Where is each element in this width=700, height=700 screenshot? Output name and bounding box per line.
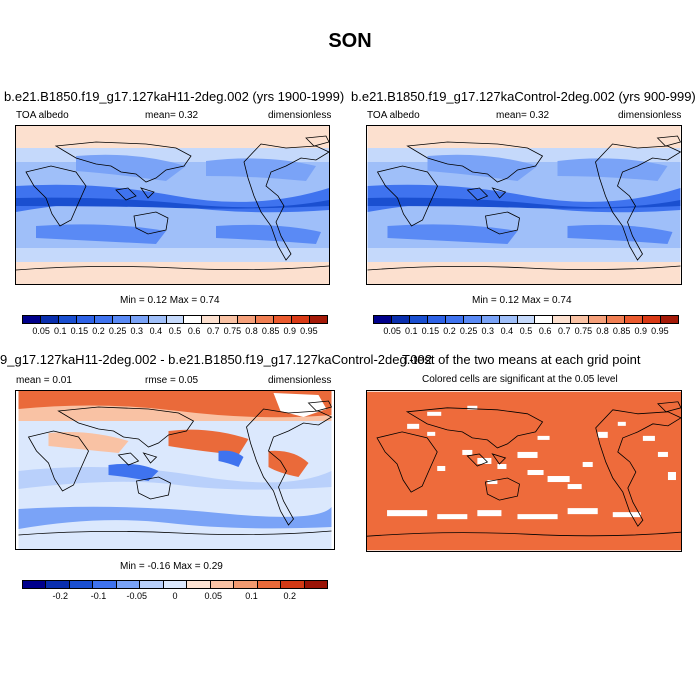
- colorbar-tick-label: 0.85: [261, 326, 280, 336]
- colorbar-tick-label: 0.1: [53, 326, 67, 336]
- colorbar-tick-label: 0.05: [383, 326, 401, 336]
- panel1-title: b.e21.B1850.f19_g17.127kaH11-2deg.002 (y…: [4, 89, 345, 104]
- panel1-left-label: TOA albedo: [16, 110, 69, 121]
- colorbar-tick-label: 0.05: [204, 591, 223, 601]
- colorbar-tick-label: 0.75: [574, 326, 593, 336]
- figure-title: SON: [328, 30, 372, 52]
- panel3-colorbar: [22, 580, 328, 589]
- colorbar-tick-label: 0.1: [245, 591, 258, 601]
- colorbar-tick-label: 0.25: [459, 326, 478, 336]
- panel3-colorbar-labels: -0.2 -0.1 -0.05 0 0.05 0.1 0.2: [22, 591, 328, 603]
- panel4-map-plot: [367, 391, 681, 551]
- colorbar-tick-label: 0.15: [70, 326, 89, 336]
- colorbar-tick-label: 0.15: [421, 326, 440, 336]
- panel1-units-label: dimensionless: [268, 110, 332, 121]
- panel3-map: [15, 390, 335, 550]
- colorbar-tick-label: 0.95: [651, 326, 669, 336]
- colorbar-tick-label: 0.2: [443, 326, 456, 336]
- panel3-title: 9_g17.127kaH11-2deg.002 - b.e21.B1850.f1…: [0, 352, 432, 367]
- colorbar-tick-label: 0.1: [404, 326, 418, 336]
- colorbar-tick-label: 0.25: [108, 326, 127, 336]
- panel1-mean-label: mean= 0.32: [145, 110, 199, 121]
- colorbar-tick-label: 0.8: [245, 326, 258, 336]
- panel2-colorbar-labels: 0.05 0.1 0.15 0.2 0.25 0.3 0.4 0.5 0.6 0.7 0.75 0.8…: [373, 326, 679, 338]
- panel3-mean-label: mean = 0.01: [16, 375, 72, 386]
- colorbar-tick-label: 0.3: [481, 326, 495, 336]
- colorbar-tick-label: 0.9: [283, 326, 297, 336]
- colorbar-tick-label: 0.2: [283, 591, 297, 601]
- panel1-colorbar: [22, 315, 328, 324]
- panel1-colorbar-labels: 0.05 0.1 0.15 0.2 0.25 0.3 0.4 0.5 0.6 0.7 0.75 0.8…: [22, 326, 328, 338]
- colorbar-tick-label: -0.05: [126, 591, 148, 601]
- colorbar-tick-label: -0.2: [52, 591, 69, 601]
- colorbar-tick-label: -0.1: [90, 591, 107, 601]
- panel2-minmax: Min = 0.12 Max = 0.74: [472, 295, 572, 306]
- colorbar-tick-label: 0.6: [187, 326, 201, 336]
- colorbar-tick-label: 0.2: [92, 326, 105, 336]
- colorbar-tick-label: 0.6: [538, 326, 552, 336]
- panel4-map: [366, 390, 682, 552]
- colorbar-tick-label: 0.05: [32, 326, 50, 336]
- panel4-subtitle: Colored cells are significant at the 0.0…: [422, 374, 618, 385]
- colorbar-tick-label: 0: [172, 591, 178, 601]
- colorbar-tick-label: 0.3: [130, 326, 144, 336]
- panel2-map: [366, 125, 682, 285]
- colorbar-tick-label: 0.5: [519, 326, 533, 336]
- colorbar-tick-label: 0.7: [206, 326, 220, 336]
- panel1-minmax: Min = 0.12 Max = 0.74: [120, 295, 220, 306]
- colorbar-tick-label: 0.4: [149, 326, 163, 336]
- panel2-mean-label: mean= 0.32: [496, 110, 550, 121]
- panel4-title: T-test of the two means at each grid poi…: [402, 352, 641, 367]
- panel2-colorbar: [373, 315, 679, 324]
- panel3-units-label: dimensionless: [268, 375, 332, 386]
- colorbar-tick-label: 0.7: [557, 326, 571, 336]
- panel3-map-plot: [18, 391, 333, 549]
- panel1-map: [15, 125, 330, 285]
- colorbar-tick-label: 0.8: [596, 326, 609, 336]
- panel2-map-plot: [367, 126, 681, 284]
- panel3-minmax: Min = -0.16 Max = 0.29: [120, 561, 223, 572]
- colorbar-tick-label: 0.95: [300, 326, 318, 336]
- colorbar-tick-label: 0.75: [223, 326, 242, 336]
- panel1-map-plot: [16, 126, 329, 284]
- panel3-rmse-label: rmse = 0.05: [145, 375, 199, 386]
- panel2-title: b.e21.B1850.f19_g17.127kaControl-2deg.00…: [351, 89, 696, 104]
- colorbar-tick-label: 0.4: [500, 326, 514, 336]
- panel2-units-label: dimensionless: [618, 110, 682, 121]
- colorbar-tick-label: 0.85: [612, 326, 631, 336]
- colorbar-tick-label: 0.5: [168, 326, 182, 336]
- colorbar-tick-label: 0.9: [634, 326, 648, 336]
- panel2-left-label: TOA albedo: [367, 110, 420, 121]
